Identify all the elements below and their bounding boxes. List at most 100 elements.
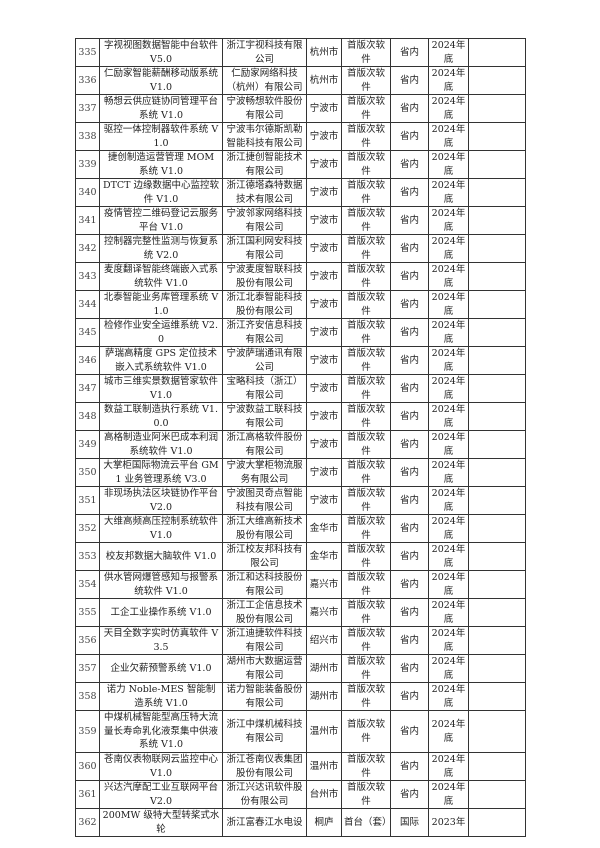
city-cell: 嘉兴市 [306, 598, 342, 627]
city-cell: 绍兴市 [306, 626, 342, 655]
city-cell: 宁波市 [306, 234, 342, 263]
scope-cell: 省内 [390, 626, 429, 655]
product-name-cell: 畅想云供应链协同管理平台系统 V1.0 [99, 94, 223, 123]
table-row: 338 驱控一体控制器软件系统 V1.0 宁波韦尔德斯凯勒智能科技有限公司 宁波市 首版… [75, 122, 526, 151]
product-name-cell: 200MW 级特大型转桨式水轮 [99, 808, 223, 837]
category-cell: 首版次软件 [341, 318, 391, 347]
scope-cell: 省内 [390, 234, 429, 263]
scope-cell: 省内 [390, 780, 429, 809]
product-name-cell: 疫情管控二维码登记云服务平台 V1.0 [99, 206, 223, 235]
row-number-cell: 355 [75, 598, 100, 627]
company-name-cell: 浙江高格软件股份有限公司 [222, 430, 307, 459]
deadline-cell: 2024年底 [428, 542, 469, 571]
deadline-cell: 2024年底 [428, 150, 469, 179]
table-row: 360 苍南仪表物联网云监控中心 V1.0 浙江苍南仪表集团股份有限公司 温州市 首版次… [75, 752, 526, 781]
remark-cell [468, 458, 526, 487]
remark-cell [468, 626, 526, 655]
city-cell: 宁波市 [306, 346, 342, 375]
category-cell: 首版次软件 [341, 374, 391, 403]
remark-cell [468, 402, 526, 431]
remark-cell [468, 206, 526, 235]
scope-cell: 国际 [390, 808, 429, 837]
product-name-cell: 数益工联制造执行系统 V1.0.0 [99, 402, 223, 431]
scope-cell: 省内 [390, 94, 429, 123]
row-number-cell: 349 [75, 430, 100, 459]
remark-cell [468, 262, 526, 291]
scope-cell: 省内 [390, 752, 429, 781]
company-name-cell: 浙江兴达讯软件股份有限公司 [222, 780, 307, 809]
city-cell: 嘉兴市 [306, 570, 342, 599]
table-row: 358 诺力 Noble-MES 智能制造系统 V1.0 诺力智能装备股份有限公司湖… [75, 682, 526, 711]
category-cell: 首版次软件 [341, 570, 391, 599]
deadline-cell: 2024年底 [428, 654, 469, 683]
table-row: 354 供水管网爆管感知与报警系统软件 V1.0 浙江和达科技股份有限公司 嘉兴市 首版… [75, 570, 526, 599]
product-name-cell: 诺力 Noble-MES 智能制造系统 V1.0 [99, 682, 223, 711]
company-name-cell: 仁励家网络科技（杭州）有限公司 [222, 66, 307, 95]
deadline-cell: 2024年底 [428, 290, 469, 319]
scope-cell: 省内 [390, 150, 429, 179]
category-cell: 首版次软件 [341, 38, 391, 67]
deadline-cell: 2024年底 [428, 486, 469, 515]
remark-cell [468, 752, 526, 781]
product-name-cell: 苍南仪表物联网云监控中心 V1.0 [99, 752, 223, 781]
table-row: 349 高格制造业阿米巴成本利润系统软件 V1.0 浙江高格软件股份有限公司 宁波市首… [75, 430, 526, 459]
table-row: 359 中煤机械智能型高压特大流量长寿命乳化液泵集中供液系统 V1.0 浙江中煤机械… [75, 710, 526, 753]
document-table: 335 字视视图数据智能中台软件 V5.0 浙江宇视科技有限公司 杭州市 首版次软件 省内… [75, 38, 526, 837]
scope-cell: 省内 [390, 374, 429, 403]
row-number-cell: 340 [75, 178, 100, 207]
category-cell: 首版次软件 [341, 654, 391, 683]
product-name-cell: 供水管网爆管感知与报警系统软件 V1.0 [99, 570, 223, 599]
row-number-cell: 343 [75, 262, 100, 291]
deadline-cell: 2024年底 [428, 458, 469, 487]
table-row: 341 疫情管控二维码登记云服务平台 V1.0 宁波邻家网络科技有限公司 宁波市 首版次… [75, 206, 526, 235]
company-name-cell: 浙江富春江水电设 [222, 808, 307, 837]
company-name-cell: 浙江中煤机械科技有限公司 [222, 710, 307, 753]
city-cell: 台州市 [306, 780, 342, 809]
category-cell: 首版次软件 [341, 752, 391, 781]
category-cell: 首版次软件 [341, 346, 391, 375]
city-cell: 宁波市 [306, 486, 342, 515]
category-cell: 首版次软件 [341, 290, 391, 319]
company-name-cell: 浙江苍南仪表集团股份有限公司 [222, 752, 307, 781]
company-name-cell: 湖州市大数据运营有限公司 [222, 654, 307, 683]
table-row: 347 城市三维实景数据管家软件 V1.0 宝略科技（浙江）有限公司 宁波市 首版次软件… [75, 374, 526, 403]
company-name-cell: 浙江和达科技股份有限公司 [222, 570, 307, 599]
row-number-cell: 358 [75, 682, 100, 711]
product-name-cell: 麦度翻译智能终端嵌入式系统软件 V1.0 [99, 262, 223, 291]
scope-cell: 省内 [390, 682, 429, 711]
row-number-cell: 346 [75, 346, 100, 375]
company-name-cell: 浙江北泰智能科技股份有限公司 [222, 290, 307, 319]
remark-cell [468, 346, 526, 375]
deadline-cell: 2024年底 [428, 570, 469, 599]
scope-cell: 省内 [390, 262, 429, 291]
category-cell: 首版次软件 [341, 150, 391, 179]
city-cell: 宁波市 [306, 206, 342, 235]
scope-cell: 省内 [390, 570, 429, 599]
company-name-cell: 宁波畅想软件股份有限公司 [222, 94, 307, 123]
scope-cell: 省内 [390, 430, 429, 459]
product-name-cell: 工企工业操作系统 V1.0 [99, 598, 223, 627]
city-cell: 宁波市 [306, 402, 342, 431]
product-name-cell: 驱控一体控制器软件系统 V1.0 [99, 122, 223, 151]
deadline-cell: 2024年底 [428, 430, 469, 459]
company-name-cell: 浙江迪捷软件科技有限公司 [222, 626, 307, 655]
remark-cell [468, 94, 526, 123]
scope-cell: 省内 [390, 710, 429, 753]
scope-cell: 省内 [390, 598, 429, 627]
table-row: 343 麦度翻译智能终端嵌入式系统软件 V1.0 宁波麦度智联科技股份有限公司 宁波市… [75, 262, 526, 291]
table-row: 355 工企工业操作系统 V1.0 浙江工企信息技术股份有限公司 嘉兴市 首版次软件 省内… [75, 598, 526, 627]
remark-cell [468, 780, 526, 809]
row-number-cell: 337 [75, 94, 100, 123]
row-number-cell: 359 [75, 710, 100, 753]
table-row: 362 200MW 级特大型转桨式水轮 浙江富春江水电设 桐庐 首台（套） 国际 2023年 [75, 808, 526, 837]
product-name-cell: 仁励家智能薪酬移动版系统 V1.0 [99, 66, 223, 95]
scope-cell: 省内 [390, 486, 429, 515]
product-name-cell: 企业欠薪预警系统 V1.0 [99, 654, 223, 683]
deadline-cell: 2024年底 [428, 682, 469, 711]
remark-cell [468, 486, 526, 515]
remark-cell [468, 654, 526, 683]
product-name-cell: 检修作业安全运维系统 V2.0 [99, 318, 223, 347]
company-name-cell: 浙江大维高新技术股份有限公司 [222, 514, 307, 543]
product-name-cell: 北泰智能业务库管理系统 V1.0 [99, 290, 223, 319]
remark-cell [468, 290, 526, 319]
